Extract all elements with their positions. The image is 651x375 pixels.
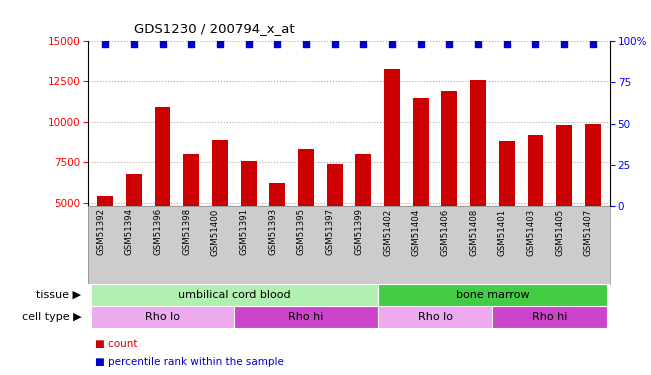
Text: GSM51402: GSM51402 (383, 209, 392, 256)
Point (387, 41, 397, 47)
Text: Rho hi: Rho hi (288, 312, 324, 322)
Point (243, 41, 254, 47)
Point (501, 41, 512, 47)
Point (186, 41, 197, 47)
Text: GSM51405: GSM51405 (555, 209, 564, 256)
Text: GSM51398: GSM51398 (182, 209, 191, 255)
Point (100, 41, 111, 47)
Text: umbilical cord blood: umbilical cord blood (178, 290, 290, 300)
Text: GSM51393: GSM51393 (268, 209, 277, 255)
Text: Rho hi: Rho hi (532, 312, 568, 322)
Text: GSM51407: GSM51407 (584, 209, 593, 256)
Bar (378, 284, 607, 306)
Point (272, 41, 283, 47)
Text: GSM51400: GSM51400 (211, 209, 220, 256)
Text: GSM51396: GSM51396 (154, 209, 163, 255)
Text: tissue ▶: tissue ▶ (36, 290, 81, 300)
Bar (470, 80, 486, 284)
Bar (384, 69, 400, 284)
Text: GSM51394: GSM51394 (125, 209, 134, 255)
Text: GSM51408: GSM51408 (469, 209, 478, 256)
Point (301, 41, 311, 47)
Bar (327, 164, 342, 284)
Bar (499, 141, 515, 284)
Bar (355, 154, 371, 284)
Point (129, 41, 139, 47)
Bar (585, 123, 601, 284)
Text: GSM51403: GSM51403 (527, 209, 535, 256)
Text: GSM51399: GSM51399 (354, 209, 363, 255)
Point (358, 41, 368, 47)
Text: ■ percentile rank within the sample: ■ percentile rank within the sample (94, 357, 283, 367)
Text: Rho lo: Rho lo (417, 312, 452, 322)
Bar (378, 306, 492, 328)
Bar (97, 196, 113, 284)
Point (473, 41, 483, 47)
Point (444, 41, 454, 47)
Point (329, 41, 340, 47)
Text: GSM51397: GSM51397 (326, 209, 335, 255)
Text: GDS1230 / 200794_x_at: GDS1230 / 200794_x_at (133, 22, 294, 35)
Text: cell type ▶: cell type ▶ (22, 312, 81, 322)
Text: GSM51406: GSM51406 (440, 209, 449, 256)
Text: GSM51395: GSM51395 (297, 209, 306, 255)
Bar (527, 135, 544, 284)
Bar (184, 154, 199, 284)
Bar (270, 183, 285, 284)
Bar (212, 140, 228, 284)
Bar (492, 306, 607, 328)
Text: Rho lo: Rho lo (145, 312, 180, 322)
Point (158, 41, 168, 47)
Bar (234, 306, 378, 328)
Text: GSM51401: GSM51401 (498, 209, 506, 256)
Text: GSM51391: GSM51391 (240, 209, 249, 255)
Bar (241, 161, 256, 284)
Bar (298, 149, 314, 284)
Bar (91, 284, 378, 306)
Point (215, 41, 225, 47)
Text: GSM51392: GSM51392 (96, 209, 105, 255)
Text: ■ count: ■ count (94, 339, 137, 349)
Point (588, 41, 598, 47)
Bar (155, 107, 171, 284)
Text: GSM51404: GSM51404 (411, 209, 421, 256)
Bar (441, 91, 457, 284)
Bar (126, 174, 142, 284)
Text: bone marrow: bone marrow (456, 290, 529, 300)
Bar (556, 125, 572, 284)
Bar (91, 306, 234, 328)
Point (530, 41, 540, 47)
Point (415, 41, 426, 47)
Point (559, 41, 570, 47)
Bar (413, 98, 428, 284)
